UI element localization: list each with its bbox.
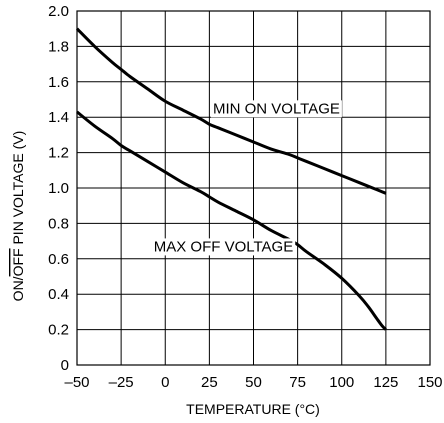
y-tick-label: 1.4 bbox=[48, 109, 69, 126]
y-tick-label: 1.8 bbox=[48, 38, 69, 55]
y-tick-labels: 0 0.2 0.4 0.6 0.8 1.0 1.2 1.4 1.6 1.8 2.0 bbox=[48, 3, 69, 374]
y-tick-label: 0.6 bbox=[48, 251, 69, 268]
x-tick-label: –25 bbox=[109, 374, 134, 391]
series-lines bbox=[75, 27, 387, 331]
x-tick-label: 125 bbox=[373, 374, 398, 391]
annotation-background bbox=[151, 238, 296, 256]
annotation-label: MIN ON VOLTAGE bbox=[213, 100, 340, 117]
y-tick-label: 1.2 bbox=[48, 145, 69, 162]
x-tick-label: –50 bbox=[64, 374, 89, 391]
x-tick-label: 75 bbox=[289, 374, 306, 391]
x-axis-label: TEMPERATURE (°C) bbox=[186, 401, 320, 417]
x-tick-label: 25 bbox=[201, 374, 218, 391]
y-tick-label: 0.8 bbox=[48, 215, 69, 232]
x-tick-label: 150 bbox=[417, 374, 442, 391]
y-tick-label: 1.6 bbox=[48, 74, 69, 91]
y-tick-label: 1.0 bbox=[48, 180, 69, 197]
y-axis-label-suffix: PIN VOLTAGE (V) bbox=[10, 131, 26, 249]
annotation-label: MAX OFF VOLTAGE bbox=[154, 238, 293, 255]
grid bbox=[76, 10, 431, 366]
y-axis-label-overline: OFF bbox=[10, 248, 26, 276]
y-tick-label: 0 bbox=[61, 357, 69, 374]
annotation-background bbox=[210, 100, 342, 118]
y-tick-label: 0.4 bbox=[48, 286, 69, 303]
annotations: MIN ON VOLTAGE MAX OFF VOLTAGE bbox=[151, 100, 342, 256]
series-line-max-off-voltage bbox=[76, 110, 387, 331]
plot-frame bbox=[76, 10, 431, 366]
x-tick-label: 0 bbox=[161, 374, 169, 391]
y-axis-label-prefix: ON/ bbox=[10, 276, 26, 301]
x-tick-label: 100 bbox=[329, 374, 354, 391]
y-tick-label: 0.2 bbox=[48, 322, 69, 339]
y-axis-label: ON/OFF PIN VOLTAGE (V) bbox=[10, 131, 26, 302]
x-tick-label: 50 bbox=[245, 374, 262, 391]
y-tick-label: 2.0 bbox=[48, 3, 69, 20]
x-tick-labels: –50 –25 0 25 50 75 100 125 150 bbox=[64, 374, 442, 391]
series-line-min-on-voltage bbox=[75, 27, 387, 195]
